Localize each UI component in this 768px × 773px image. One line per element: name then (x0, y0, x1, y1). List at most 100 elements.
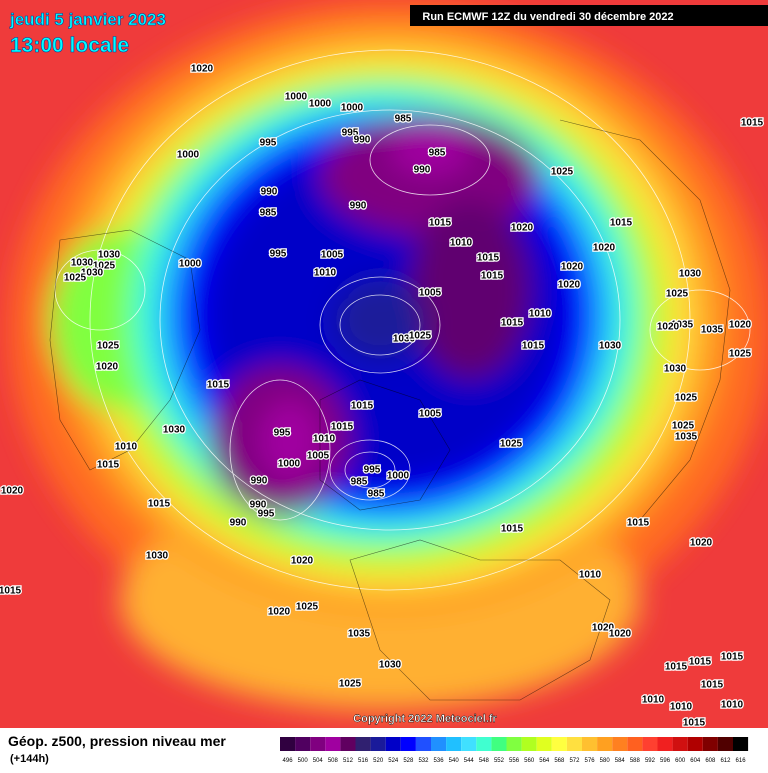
colorbar-label: 608 (705, 758, 716, 764)
isobar-label: 1015 (481, 271, 504, 282)
colorbar-swatch (536, 737, 552, 751)
isobar-label: 1005 (419, 288, 442, 299)
colorbar-swatch (551, 737, 567, 751)
isobar-label: 1020 (291, 556, 314, 567)
isobar-label: 1015 (627, 518, 650, 529)
run-box (410, 5, 768, 26)
colorbar-swatch (340, 737, 356, 751)
isobar-label: 1015 (97, 460, 120, 471)
time: 13:00 locale (10, 34, 129, 57)
isobar-label: 1010 (670, 702, 693, 713)
colorbar-swatch (672, 737, 688, 751)
isobar-label: 1025 (551, 167, 574, 178)
isobars (54, 49, 751, 591)
colorbar-label: 596 (660, 758, 671, 764)
colorbar-swatch (355, 737, 371, 751)
coastlines (49, 119, 731, 701)
colorbar-swatch (385, 737, 401, 751)
isobar-label: 1025 (666, 289, 689, 300)
isobar-label: 1010 (579, 570, 602, 581)
colorbar-label: 556 (509, 758, 520, 764)
isobar-label: 995 (274, 428, 291, 439)
isobar-label: 1015 (331, 422, 354, 433)
isobar-label: 1020 (558, 280, 581, 291)
colorbar-label: 500 (298, 758, 309, 764)
colorbar-swatch (415, 737, 431, 751)
isobar-label: 1035 (675, 432, 698, 443)
isobar-label: 1030 (163, 425, 186, 436)
colorbar-swatch (310, 737, 326, 751)
isobar-label: 995 (258, 509, 275, 520)
isobar-label: 1030 (679, 269, 702, 280)
isobar-label: 1025 (64, 273, 87, 284)
isobar-label: 1015 (741, 118, 764, 129)
isobar-label: 990 (251, 476, 268, 487)
colorbar-label: 532 (418, 758, 429, 764)
isobar-label: 1010 (529, 309, 552, 320)
isobar-label: 990 (261, 187, 278, 198)
colorbar-label: 540 (449, 758, 460, 764)
isobar-label: 1030 (379, 660, 402, 671)
colorbar-swatch (400, 737, 416, 751)
isobar-label: 1030 (81, 268, 104, 279)
colorbar-label: 496 (283, 758, 294, 764)
date: jeudi 5 janvier 2023 (9, 10, 166, 29)
isobar-label: 985 (429, 148, 446, 159)
isobar-label: 1005 (419, 409, 442, 420)
isobar-label: 1020 (191, 64, 214, 75)
isobar-label: 1030 (664, 364, 687, 375)
isobar-label: 1000 (179, 259, 202, 270)
isobar-label: 1030 (146, 551, 169, 562)
isobar-label: 990 (354, 135, 371, 146)
colorbar-swatch (717, 737, 733, 751)
colorbar-swatch (325, 737, 341, 751)
colorbar-label: 592 (645, 758, 656, 764)
colorbar-swatch (431, 737, 447, 751)
isobar-label: 1025 (409, 331, 432, 342)
isobar-label: 1000 (309, 99, 332, 110)
isobar-label: 1035 (348, 629, 371, 640)
isobar-label: 1025 (500, 439, 523, 450)
isobar-label: 1000 (285, 92, 308, 103)
isobar-label: 985 (351, 477, 368, 488)
colorbar-label: 588 (630, 758, 641, 764)
colorbar-swatch (476, 737, 492, 751)
colorbar: 496 500 504 508 512 516 520 524 528 532 536 540 544 5… (280, 737, 749, 764)
isobar-label: 1020 (561, 262, 584, 273)
isobar-label: 1015 (148, 499, 171, 510)
isobar-label: 1020 (268, 607, 291, 618)
colorbar-swatch (642, 737, 658, 751)
colorbar-swatch (582, 737, 598, 751)
isobar-label: 1025 (729, 349, 752, 360)
isobar-label: 1020 (96, 362, 119, 373)
isobar-label: 990 (250, 500, 267, 511)
colorbar-label: 572 (569, 758, 580, 764)
colorbar-label: 604 (690, 758, 701, 764)
colorbar-label: 612 (720, 758, 731, 764)
isobar-label: 1025 (339, 679, 362, 690)
isobar-label: 1015 (351, 401, 374, 412)
isobar-label: 1005 (307, 451, 330, 462)
isobar-label: 1020 (609, 629, 632, 640)
colorbar-label: 568 (554, 758, 565, 764)
colorbar-swatch (687, 737, 703, 751)
isobar-label: 985 (395, 114, 412, 125)
isobar-label: 1015 (683, 718, 706, 729)
isobar-label: 1020 (593, 243, 616, 254)
isobar-label: 1015 (665, 662, 688, 673)
colorbar-swatch (627, 737, 643, 751)
isobar-label: 995 (342, 128, 359, 139)
isobar-label: 1025 (93, 261, 116, 272)
isobar-label: 1035 (671, 320, 694, 331)
colorbar-swatch (657, 737, 673, 751)
colorbar-swatch (597, 737, 613, 751)
colorbar-label: 524 (388, 758, 399, 764)
isobar-label: 990 (414, 165, 431, 176)
colorbar-label: 508 (328, 758, 339, 764)
colorbar-label: 516 (358, 758, 369, 764)
colorbar-swatch (446, 737, 462, 751)
copyright: Copyright 2022 Meteociel.fr (353, 713, 497, 725)
